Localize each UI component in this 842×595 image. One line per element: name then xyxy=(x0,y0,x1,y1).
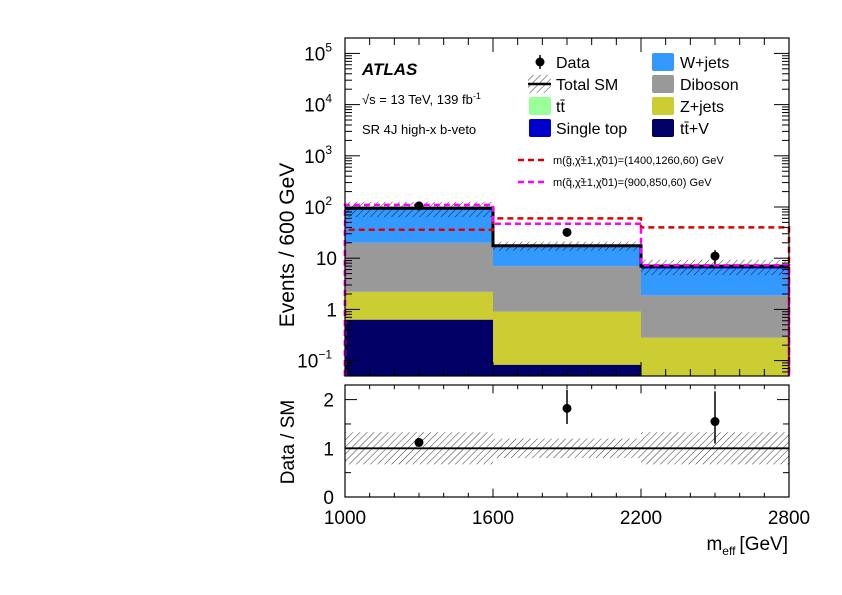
data-point xyxy=(414,201,424,211)
y-tick-label: 10 xyxy=(316,249,337,270)
data-point xyxy=(710,251,720,261)
stack-bar-diboson xyxy=(345,242,493,292)
stack-bar-diboson xyxy=(493,266,641,312)
y-tick-exponent: 5 xyxy=(325,40,332,54)
signal-line-2 xyxy=(343,203,791,376)
legend-swatch xyxy=(652,75,674,93)
signal-line-1 xyxy=(343,217,791,376)
legend-swatch xyxy=(652,53,674,71)
x-tick-label: 1000 xyxy=(324,508,366,529)
ratio-y-tick-label: 0 xyxy=(323,488,334,509)
y-tick-label: 103 xyxy=(304,143,332,168)
legend-label: tt̄+V xyxy=(680,121,709,138)
legend-label: tt̄ xyxy=(556,99,565,116)
y-tick-label: 10−1 xyxy=(297,348,332,373)
stack-bar-zjets xyxy=(345,291,493,320)
legend-label: Diboson xyxy=(680,77,739,94)
ratio-point xyxy=(562,403,572,413)
y-tick-exponent: 3 xyxy=(325,143,332,157)
legend-swatch xyxy=(652,97,674,115)
stack-bar-zjets xyxy=(493,311,641,365)
legend-label: W+jets xyxy=(680,55,729,72)
y-tick-exponent: −1 xyxy=(318,348,332,362)
y-tick-exponent: 2 xyxy=(325,194,332,208)
legend-swatch xyxy=(529,119,551,137)
y-tick-label: 104 xyxy=(304,92,332,117)
legend-data-marker xyxy=(535,57,545,67)
y-tick-label: 105 xyxy=(304,40,332,65)
data-point xyxy=(562,227,572,237)
ratio-plot: 0 1 2 1000 1600 2200 2800 xyxy=(323,384,810,529)
legend-signal-label: m(q̃,χ̃±1,χ̃01)=(900,850,60) GeV xyxy=(553,177,712,189)
stack-bar-wjets xyxy=(493,245,641,267)
ratio-y-tick-label: 1 xyxy=(323,439,334,460)
y-tick-label: 102 xyxy=(304,194,332,219)
y-tick-label: 1 xyxy=(326,300,337,321)
y-tick-exponent: 4 xyxy=(325,92,332,106)
ratio-y-tick-label: 2 xyxy=(323,391,334,412)
legend-label: Z+jets xyxy=(680,99,724,116)
legend-signal-label: m(g̃,χ̃±1,χ̃01)=(1400,1260,60) GeV xyxy=(553,155,724,167)
x-axis-title: meff [GeV] xyxy=(706,534,788,558)
stack-bar-ttv xyxy=(345,319,493,376)
legend-label: Data xyxy=(556,55,590,72)
main-plot: 10−1 1 10 102 103 104 105 xyxy=(297,37,791,377)
legend-swatch xyxy=(652,119,674,137)
energy-label: √s = 13 TeV, 139 fb-1 xyxy=(362,91,481,107)
y-axis-title: Events / 600 GeV xyxy=(276,163,299,328)
atlas-label: ATLAS xyxy=(361,60,418,79)
ratio-point xyxy=(710,417,720,427)
legend-label: Single top xyxy=(556,121,627,138)
ratio-point xyxy=(414,437,424,447)
ratio-y-axis-title: Data / SM xyxy=(278,400,299,484)
x-tick-label: 2800 xyxy=(768,508,810,529)
stack-bar-diboson xyxy=(641,295,789,338)
legend-swatch xyxy=(529,97,551,115)
region-label: SR 4J high-x b-veto xyxy=(362,122,476,137)
legend-label: Total SM xyxy=(556,77,618,94)
x-tick-label: 2200 xyxy=(620,508,662,529)
legend: Data Total SM tt̄ Single top W+jets Diboson Z+… xyxy=(518,53,739,189)
x-tick-label: 1600 xyxy=(472,508,514,529)
ratio-frame xyxy=(344,384,790,498)
